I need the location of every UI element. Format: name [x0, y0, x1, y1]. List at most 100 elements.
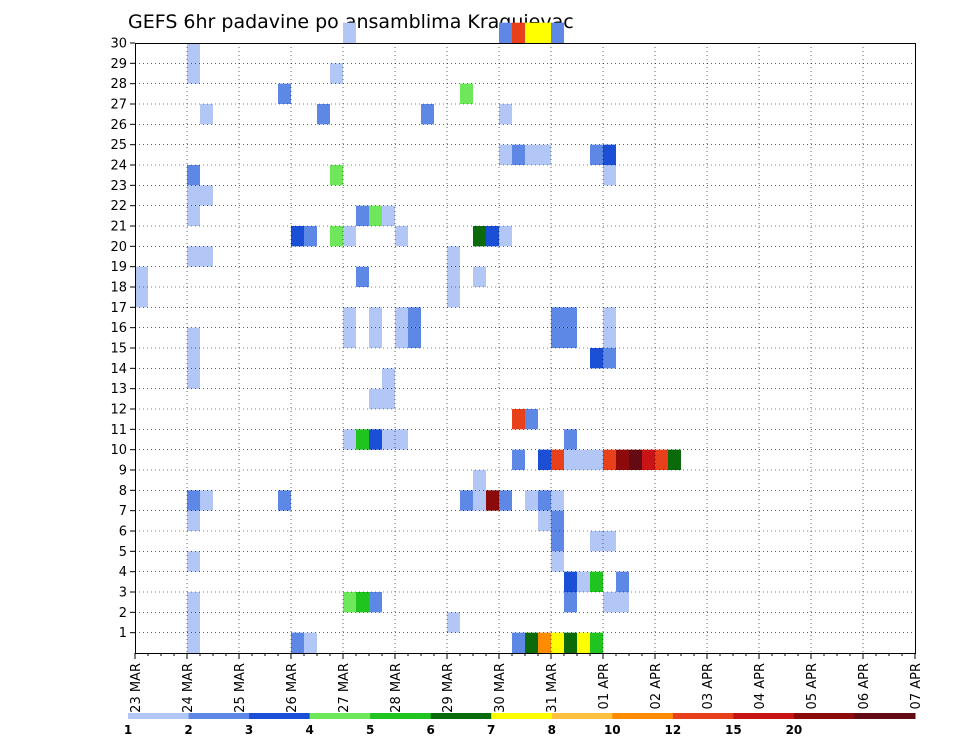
colorbar-swatch [370, 713, 432, 719]
heatmap-cell [525, 22, 538, 43]
y-axis: 1234567891011121314151617181920212223242… [110, 37, 135, 641]
heatmap-cell [551, 531, 564, 552]
heatmap-cell [538, 144, 551, 165]
colorbar-swatch [128, 713, 190, 719]
heatmap-cell [343, 22, 356, 43]
y-tick-label: 13 [110, 382, 127, 397]
heatmap-cell [499, 144, 512, 165]
y-tick-label: 5 [119, 545, 127, 560]
heatmap-cell [447, 287, 460, 308]
heatmap-cell [395, 307, 408, 328]
heatmap-cell [551, 551, 564, 572]
heatmap-cell [551, 632, 564, 653]
x-tick-label: 04 APR [753, 663, 768, 709]
heatmap-cell [603, 449, 616, 470]
heatmap-cell [499, 104, 512, 125]
heatmap-cell [369, 327, 382, 348]
heatmap-cell [135, 287, 148, 308]
x-tick-label: 03 APR [701, 663, 716, 709]
x-axis: 23 MAR 24 MAR 25 MAR 26 MAR 27 MAR 28 MAR 29 M… [129, 653, 924, 713]
heatmap-cell [395, 429, 408, 450]
y-tick-label: 23 [110, 179, 127, 194]
colorbar-label: 7 [487, 723, 495, 737]
y-tick-label: 21 [110, 220, 127, 235]
heatmap-cell [590, 348, 603, 369]
heatmap-cell [278, 83, 291, 104]
heatmap-cell [369, 592, 382, 613]
heatmap-cell [187, 185, 200, 206]
y-tick-label: 2 [119, 606, 127, 621]
heatmap-cell [187, 490, 200, 511]
heatmap-cell [356, 266, 369, 287]
heatmap-cell [616, 592, 629, 613]
heatmap-cell [369, 307, 382, 328]
y-tick-label: 26 [110, 118, 127, 133]
colorbar-label: 4 [305, 723, 313, 737]
heatmap-cell [512, 409, 525, 430]
heatmap-cell [200, 185, 213, 206]
heatmap-cell [369, 205, 382, 226]
y-tick-label: 19 [110, 260, 127, 275]
heatmap-cell [187, 368, 200, 389]
x-tick-label: 27 MAR [337, 663, 352, 713]
heatmap-cell [564, 571, 577, 592]
heatmap-cell [447, 612, 460, 633]
heatmap-cell [590, 632, 603, 653]
heatmap-cell [382, 368, 395, 389]
y-tick-label: 1 [119, 626, 127, 641]
y-tick-label: 22 [110, 199, 127, 214]
y-tick-label: 24 [110, 159, 127, 174]
heatmap-cell [603, 592, 616, 613]
colorbar-label: 3 [245, 723, 253, 737]
colorbar-swatch [612, 713, 674, 719]
heatmap-cell [538, 632, 551, 653]
heatmap-cell [447, 266, 460, 287]
heatmap-cell [395, 327, 408, 348]
y-tick-label: 16 [110, 321, 127, 336]
heatmap-cell [577, 632, 590, 653]
heatmap-cell [668, 449, 681, 470]
heatmap-cell [408, 307, 421, 328]
heatmap-cell [382, 388, 395, 409]
colorbar-swatch [491, 713, 553, 719]
heatmap-cell [187, 612, 200, 633]
heatmap-cell [356, 429, 369, 450]
heatmap-cell [590, 449, 603, 470]
x-tick-label: 06 APR [857, 663, 872, 709]
colorbar-swatch [309, 713, 371, 719]
heatmap-cell [538, 490, 551, 511]
heatmap-cell [512, 22, 525, 43]
heatmap-cell [538, 449, 551, 470]
heatmap-cell [473, 470, 486, 491]
heatmap-cell [551, 490, 564, 511]
heatmap-cell [564, 592, 577, 613]
y-tick-label: 6 [119, 525, 127, 540]
colorbar: 1 2 3 4 5 6 7 8 10 12 15 20 [124, 713, 916, 737]
heatmap-cell [603, 531, 616, 552]
heatmap-cell [629, 449, 642, 470]
heatmap-cell [538, 22, 551, 43]
y-tick-label: 3 [119, 586, 127, 601]
heatmap-cell [525, 490, 538, 511]
heatmap-cell [551, 449, 564, 470]
heatmap-cell [551, 510, 564, 531]
colorbar-label: 5 [366, 723, 374, 737]
heatmap-cell [369, 388, 382, 409]
heatmap-cell [616, 449, 629, 470]
heatmap-cell [408, 327, 421, 348]
grid-lines [135, 43, 915, 653]
colorbar-swatch [793, 713, 855, 719]
heatmap-cell [486, 490, 499, 511]
y-tick-label: 28 [110, 77, 127, 92]
colorbar-label: 20 [786, 723, 803, 737]
colorbar-label: 10 [604, 723, 621, 737]
heatmap-cell [187, 632, 200, 653]
x-tick-label: 29 MAR [441, 663, 456, 713]
x-tick-label: 07 APR [909, 663, 924, 709]
heatmap-cell [460, 490, 473, 511]
heatmap-cell [187, 510, 200, 531]
heatmap-cell [603, 307, 616, 328]
y-tick-label: 11 [110, 423, 127, 438]
